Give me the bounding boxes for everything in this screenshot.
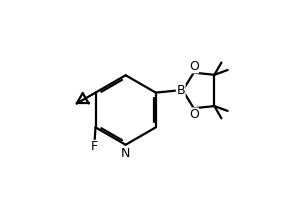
Text: O: O <box>189 60 199 73</box>
Text: N: N <box>121 147 130 160</box>
Text: F: F <box>91 140 98 153</box>
Text: O: O <box>189 108 199 121</box>
Text: B: B <box>176 84 185 97</box>
